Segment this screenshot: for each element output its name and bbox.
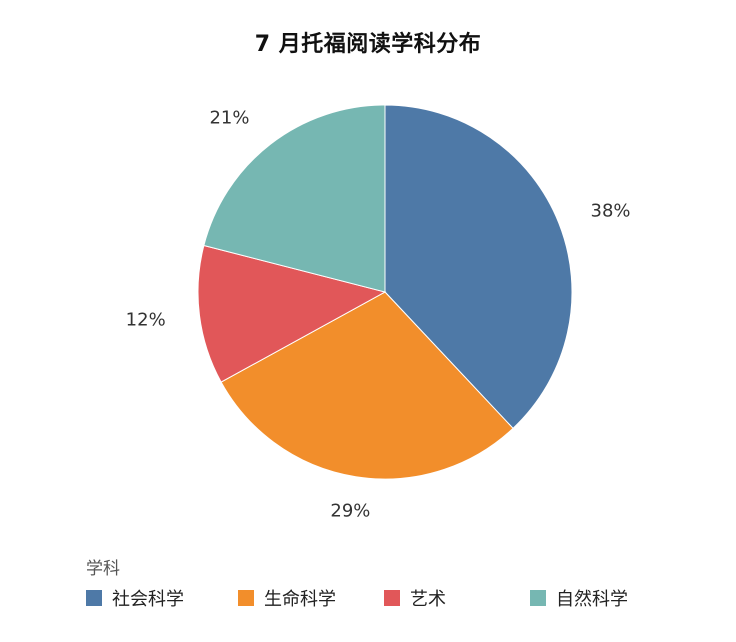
pie-slice-art[interactable] [197,244,387,383]
legend-swatch-art [384,590,400,606]
legend-title: 学科 [86,559,120,579]
legend-label-life-science: 生命科学 [264,589,336,610]
legend-label-natural-science: 自然科学 [556,589,628,610]
legend-label-social-science: 社会科学 [112,589,184,610]
pie-slice-label-life-science: 29% [330,500,370,521]
legend-item-life-science[interactable]: 生命科学 [238,584,336,612]
legend: 社会科学 生命科学 艺术 自然科学 [86,584,726,614]
pie-slice-natural-science[interactable] [203,104,386,293]
pie-slice-label-natural-science: 21% [209,107,249,128]
legend-swatch-social-science [86,590,102,606]
pie-slice-life-science[interactable] [220,291,514,480]
chart-title: 7 月托福阅读学科分布 [254,32,482,57]
pie-slice-social-science[interactable] [384,104,573,430]
pie-slice-label-art: 12% [126,310,166,331]
legend-item-natural-science[interactable]: 自然科学 [530,584,628,612]
legend-item-social-science[interactable]: 社会科学 [86,584,184,612]
pie-slice-label-social-science: 38% [591,201,631,222]
legend-swatch-natural-science [530,590,546,606]
legend-swatch-life-science [238,590,254,606]
legend-label-art: 艺术 [410,589,446,610]
legend-item-art[interactable]: 艺术 [384,584,446,612]
